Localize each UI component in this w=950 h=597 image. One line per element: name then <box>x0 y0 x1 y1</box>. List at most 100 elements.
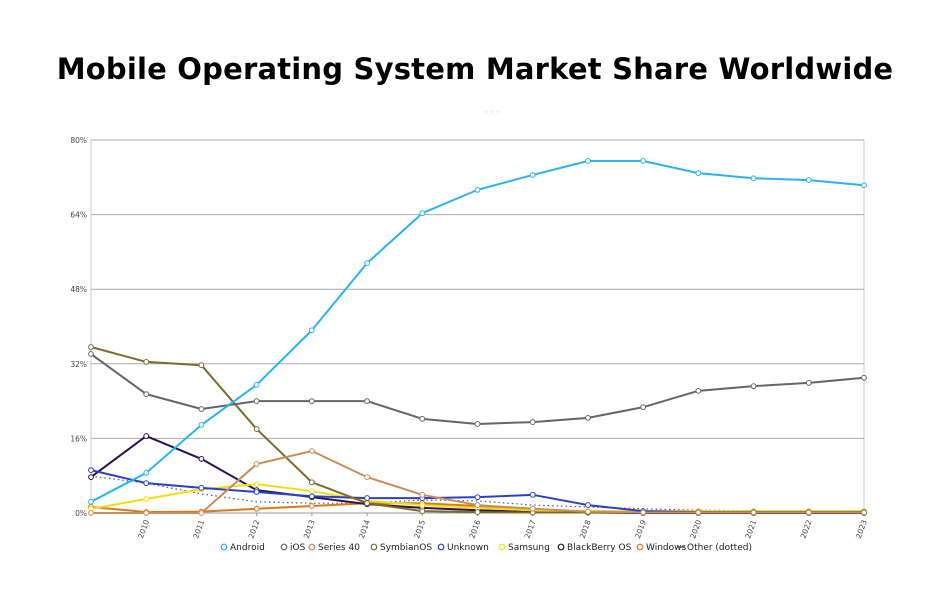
decorative-dots: ··· <box>485 108 503 118</box>
plot-frame <box>90 139 865 514</box>
series-line-ios <box>90 353 865 425</box>
data-point <box>308 398 315 405</box>
data-point <box>88 498 94 505</box>
data-point <box>88 467 94 474</box>
x-tick-label: 2018 <box>578 518 593 539</box>
data-point <box>308 479 315 486</box>
y-tick-label: 32% <box>70 360 87 369</box>
series-line-blackberry-os <box>90 435 864 514</box>
data-point <box>805 380 812 386</box>
data-point <box>474 186 481 193</box>
legend-entry: Unknown <box>447 543 489 553</box>
data-point <box>474 421 481 427</box>
legend-marker <box>636 543 644 551</box>
x-tick-label: 2014 <box>357 518 372 539</box>
data-point <box>143 433 150 439</box>
data-point <box>750 175 757 182</box>
x-tick-label: 2011 <box>191 518 206 539</box>
data-point <box>308 488 315 494</box>
data-point <box>308 493 315 500</box>
legend-marker <box>557 543 565 551</box>
data-point <box>253 505 260 512</box>
data-point <box>364 474 370 480</box>
data-point <box>364 500 370 507</box>
data-point <box>198 362 205 369</box>
data-point <box>308 327 315 334</box>
data-point <box>474 494 481 501</box>
data-point <box>143 391 150 398</box>
data-point <box>253 489 260 495</box>
data-point <box>585 158 591 164</box>
data-point <box>861 182 867 189</box>
data-point <box>805 509 812 516</box>
data-point <box>529 172 536 178</box>
data-point <box>529 491 536 498</box>
data-point <box>419 502 426 508</box>
x-tick-label: 2021 <box>743 518 758 539</box>
data-point <box>198 421 205 428</box>
data-point <box>419 508 426 515</box>
data-point <box>364 398 370 405</box>
data-point <box>585 414 591 421</box>
data-point <box>695 509 702 516</box>
legend-marker <box>280 543 288 551</box>
data-point <box>143 470 150 476</box>
data-point <box>143 359 150 365</box>
data-point <box>88 474 94 480</box>
data-point <box>198 510 205 516</box>
y-tick-label: 16% <box>70 434 87 443</box>
data-point <box>695 387 702 394</box>
legend-entry: SymbianOS <box>380 543 432 553</box>
legend-entry: Other (dotted) <box>687 543 752 553</box>
y-tick-label: 48% <box>70 285 87 294</box>
x-tick-label: 2022 <box>799 518 814 539</box>
data-point <box>419 210 426 217</box>
series-line-android <box>90 159 865 503</box>
data-point <box>198 484 205 491</box>
data-point <box>253 426 260 432</box>
data-point <box>253 461 260 467</box>
data-point <box>805 177 812 183</box>
y-tick-label: 80% <box>70 136 87 145</box>
legend-entry: Android <box>230 543 265 553</box>
x-tick-label: 2023 <box>854 518 869 539</box>
data-point <box>585 502 591 508</box>
legend-entry: Series 40 <box>318 543 360 553</box>
data-point <box>143 496 150 502</box>
data-point <box>750 509 757 516</box>
data-point <box>640 509 647 516</box>
data-point <box>143 480 150 487</box>
x-tick-label: 2020 <box>688 518 703 539</box>
data-point <box>529 505 536 512</box>
data-point <box>253 481 260 487</box>
legend-marker <box>220 543 228 551</box>
legend-marker <box>437 543 445 551</box>
legend-marker <box>498 543 506 551</box>
data-point <box>474 502 481 508</box>
x-tick-label: 2016 <box>467 518 482 539</box>
data-point <box>88 510 94 516</box>
data-point <box>88 351 94 357</box>
data-point <box>750 383 757 390</box>
data-point <box>88 344 94 350</box>
y-tick-label: 0% <box>75 509 87 518</box>
data-point <box>198 456 205 462</box>
data-point <box>253 381 260 388</box>
data-point <box>198 406 205 412</box>
data-point <box>861 374 867 381</box>
x-tick-label: 2019 <box>633 518 648 539</box>
data-point <box>419 415 426 422</box>
legend-entry: Windows <box>646 543 686 553</box>
data-point <box>308 503 315 509</box>
chart-title: Mobile Operating System Market Share Wor… <box>56 52 894 86</box>
x-tick-label: 2010 <box>136 518 151 539</box>
data-point <box>695 170 702 177</box>
legend-marker <box>370 543 378 551</box>
data-point <box>529 419 536 425</box>
x-tick-label: 2017 <box>523 518 538 539</box>
legend-marker <box>308 543 316 551</box>
data-point <box>419 491 426 498</box>
data-point <box>585 508 591 515</box>
legend-entry: BlackBerry OS <box>567 543 632 553</box>
